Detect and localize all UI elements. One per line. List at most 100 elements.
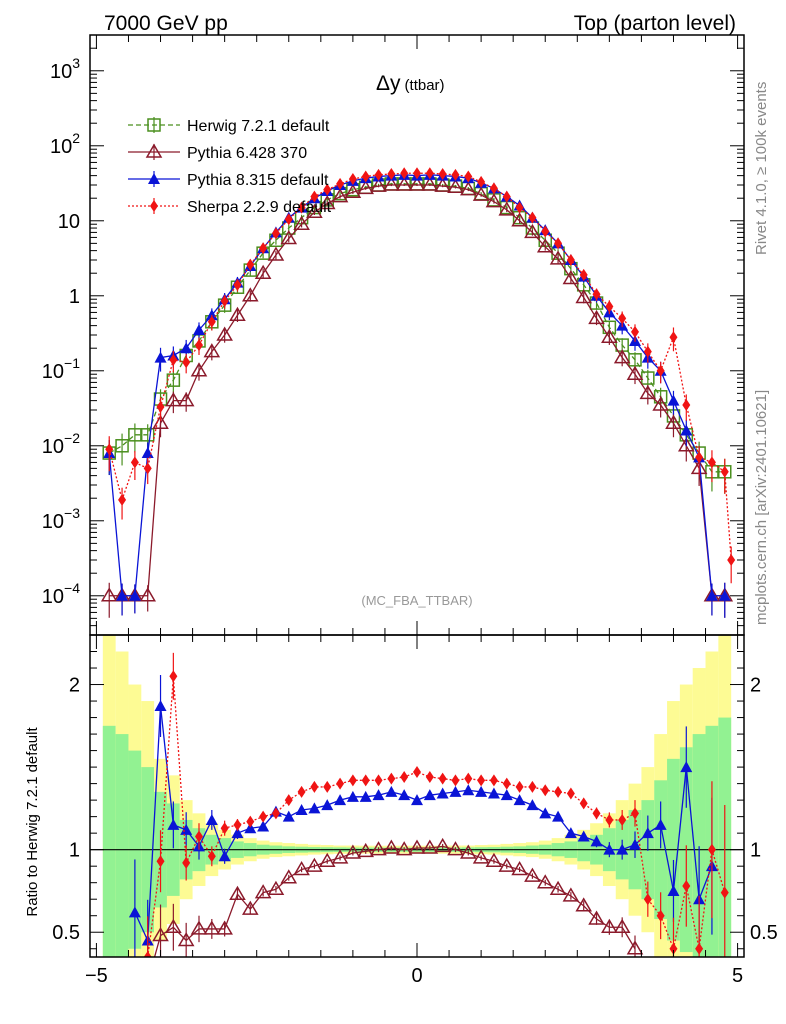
data-point <box>165 392 182 407</box>
ratio-point <box>348 774 357 787</box>
header-right: Top (parton level) <box>574 12 736 35</box>
ratio-point <box>372 789 385 801</box>
ratio-point <box>536 874 554 889</box>
ratio-point <box>395 841 413 856</box>
ratio-point <box>152 927 169 942</box>
ratio-series-line <box>147 676 726 957</box>
data-point <box>447 178 464 193</box>
x-tick-label: −5 <box>85 965 108 987</box>
ratio-point <box>524 867 541 882</box>
data-point <box>421 176 439 191</box>
ratio-point <box>613 918 631 934</box>
ratio-point <box>318 852 336 867</box>
data-point <box>267 246 285 261</box>
y-tick-label: 10−2 <box>42 430 80 458</box>
ratio-point <box>374 774 383 787</box>
data-point <box>643 345 652 358</box>
y-tick-label-exponent: −1 <box>64 355 80 371</box>
ratio-point <box>413 766 421 779</box>
y-tick-label: 102 <box>50 130 80 158</box>
legend-label: Sherpa 2.2.9 default <box>187 199 332 216</box>
data-point <box>115 439 129 453</box>
ratio-point <box>462 784 475 796</box>
ratio-point <box>284 794 293 807</box>
axis-ticks <box>90 34 744 957</box>
ratio-point <box>167 818 180 830</box>
ratio-point <box>720 886 729 899</box>
ratio-point <box>229 885 246 901</box>
y-tick-label-exponent: 2 <box>72 130 80 146</box>
data-point <box>485 193 503 208</box>
data-point <box>128 589 141 601</box>
ratio-point <box>156 855 165 868</box>
ratio-series-layer <box>128 652 729 957</box>
data-point <box>141 447 154 459</box>
data-point <box>280 230 298 245</box>
ratio-point <box>590 835 603 847</box>
series-line <box>108 174 725 597</box>
data-point <box>182 356 191 369</box>
data-point <box>205 309 218 321</box>
ratio-y-tick-label: 1 <box>69 840 80 862</box>
ratio-point <box>177 931 195 947</box>
data-point <box>667 394 680 406</box>
data-point <box>348 173 357 186</box>
data-point <box>665 414 682 429</box>
data-point <box>536 238 554 253</box>
data-point <box>682 398 691 411</box>
data-point <box>395 176 413 191</box>
ratio-point <box>195 830 203 843</box>
data-point <box>477 175 486 188</box>
ratio-point <box>254 884 272 899</box>
ratio-point <box>629 838 641 850</box>
data-point <box>229 306 246 322</box>
ratio-point <box>618 813 627 826</box>
ratio-point <box>579 797 588 810</box>
legend-marker <box>150 200 158 212</box>
data-point <box>254 264 272 279</box>
ratio-point <box>564 827 577 839</box>
ratio-point <box>182 856 191 869</box>
ratio-point <box>588 910 605 925</box>
ratio-point <box>383 839 400 854</box>
legend-label: Pythia 8.315 default <box>187 172 329 189</box>
ratio-series-line <box>134 705 713 941</box>
series-line <box>109 184 725 597</box>
data-point <box>233 278 242 291</box>
y-tick-label: 10−1 <box>42 355 80 383</box>
data-point <box>195 339 203 352</box>
ratio-point <box>293 860 310 876</box>
ratio-point <box>592 807 601 820</box>
header-left: 7000 GeV pp <box>104 12 228 35</box>
ratio-point <box>205 813 218 825</box>
ratio-point <box>400 771 409 784</box>
ratio-y-axis-label: Ratio to Herwig 7.2.1 default <box>24 727 41 917</box>
ratio-point <box>539 807 552 819</box>
ratio-point <box>357 842 375 858</box>
y-tick-label: 10−3 <box>42 505 80 533</box>
data-point <box>669 331 678 344</box>
y-tick-label-base: 10 <box>50 136 72 158</box>
ratio-point <box>411 794 423 806</box>
data-point <box>357 179 375 195</box>
ratio-point <box>631 807 639 820</box>
data-point <box>344 183 362 199</box>
data-point <box>105 443 114 456</box>
ratio-point <box>601 918 618 934</box>
ratio-point <box>321 799 334 811</box>
ratio-point <box>207 850 216 863</box>
data-point <box>707 456 716 469</box>
y-tick-label-base: 10 <box>42 436 64 458</box>
data-point <box>727 554 736 566</box>
data-point <box>203 343 221 358</box>
data-point <box>207 315 216 328</box>
ratio-point <box>500 789 513 801</box>
data-point <box>154 351 167 363</box>
ratio-point <box>616 843 629 855</box>
ratio-point <box>233 818 242 831</box>
data-point <box>259 242 268 255</box>
mcplots-label: mcplots.cern.ch [arXiv:2401.10621] <box>753 390 770 625</box>
ratio-point <box>434 837 451 853</box>
data-point <box>720 465 729 478</box>
